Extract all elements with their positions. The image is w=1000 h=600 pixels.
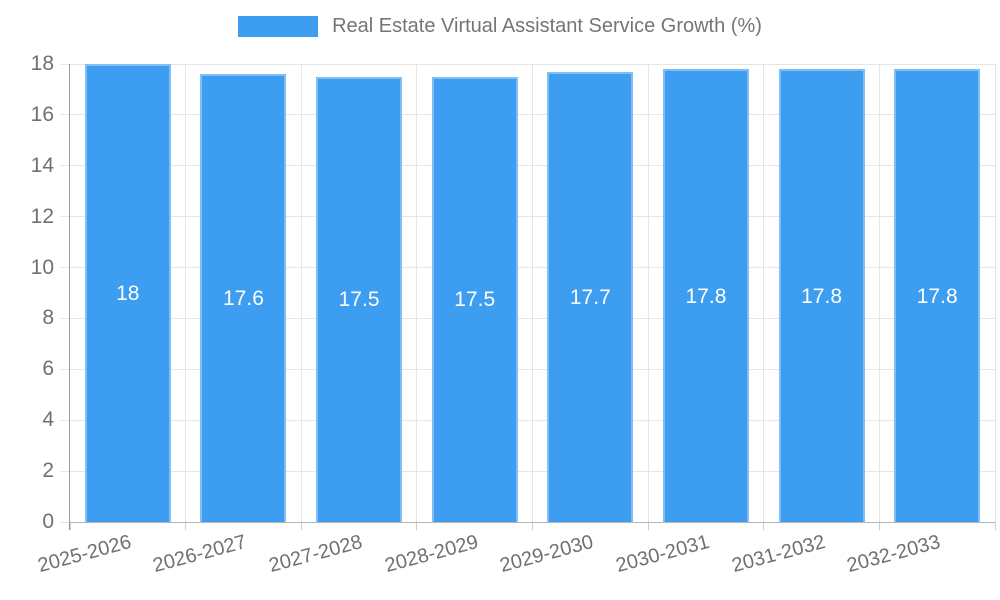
y-tick-label: 16: [30, 102, 54, 126]
bar[interactable]: 17.5: [431, 76, 518, 522]
bar[interactable]: 17.5: [316, 76, 403, 522]
x-tick-mark: [532, 522, 533, 530]
x-tick-mark: [69, 522, 71, 530]
y-axis-line: [69, 64, 70, 530]
y-tick-label: 14: [30, 153, 54, 177]
bar-value-label: 17.5: [454, 288, 496, 312]
x-tick-mark: [878, 522, 880, 530]
x-gridline: [185, 64, 187, 522]
y-tick-label: 0: [42, 510, 54, 533]
legend[interactable]: Real Estate Virtual Assistant Service Gr…: [0, 15, 1000, 38]
x-tick-mark: [763, 522, 765, 530]
bar[interactable]: 17.8: [894, 69, 981, 522]
bar[interactable]: 17.6: [200, 74, 287, 522]
x-tick-mark: [647, 522, 649, 530]
x-gridline: [647, 64, 649, 522]
y-tick-label: 12: [30, 204, 54, 228]
y-tick-mark: [60, 368, 70, 370]
bar-value-label: 18: [116, 282, 140, 305]
y-tick-mark: [60, 216, 70, 218]
y-tick-mark: [60, 267, 70, 269]
bar-value-label: 17.7: [569, 285, 611, 309]
y-tick-mark: [60, 114, 70, 116]
y-tick-label: 2: [42, 459, 54, 483]
bar-value-label: 17.5: [338, 288, 380, 312]
x-tick-mark: [416, 522, 418, 530]
bar[interactable]: 17.8: [662, 69, 749, 522]
y-tick-mark: [60, 317, 70, 319]
x-gridline: [532, 64, 533, 522]
x-gridline: [878, 64, 880, 522]
x-tick-mark: [185, 522, 187, 530]
bar-value-label: 17.8: [801, 284, 842, 308]
bar[interactable]: 17.8: [778, 69, 865, 522]
x-gridline: [416, 64, 418, 522]
x-axis-line: [70, 522, 995, 523]
x-gridline: [994, 64, 996, 522]
legend-label[interactable]: Real Estate Virtual Assistant Service Gr…: [332, 15, 762, 37]
x-tick-mark: [300, 522, 302, 530]
y-tick-label: 8: [42, 306, 54, 330]
y-tick-label: 4: [42, 408, 54, 432]
y-tick-mark: [60, 63, 70, 65]
bar[interactable]: 18: [84, 64, 171, 522]
y-tick-mark: [60, 521, 70, 523]
y-tick-label: 18: [30, 52, 54, 75]
y-tick-label: 10: [30, 255, 54, 279]
bar-value-label: 17.8: [685, 284, 727, 308]
x-gridline: [300, 64, 302, 522]
y-tick-mark: [60, 165, 70, 167]
bar-value-label: 17.8: [916, 284, 958, 308]
y-tick-mark: [60, 470, 70, 472]
x-gridline: [763, 64, 765, 522]
y-tick-mark: [60, 419, 70, 421]
bar[interactable]: 17.7: [547, 71, 634, 522]
bar-value-label: 17.6: [223, 287, 264, 311]
legend-swatch[interactable]: [238, 16, 319, 37]
x-tick-mark: [994, 522, 996, 530]
y-tick-label: 6: [42, 357, 54, 381]
